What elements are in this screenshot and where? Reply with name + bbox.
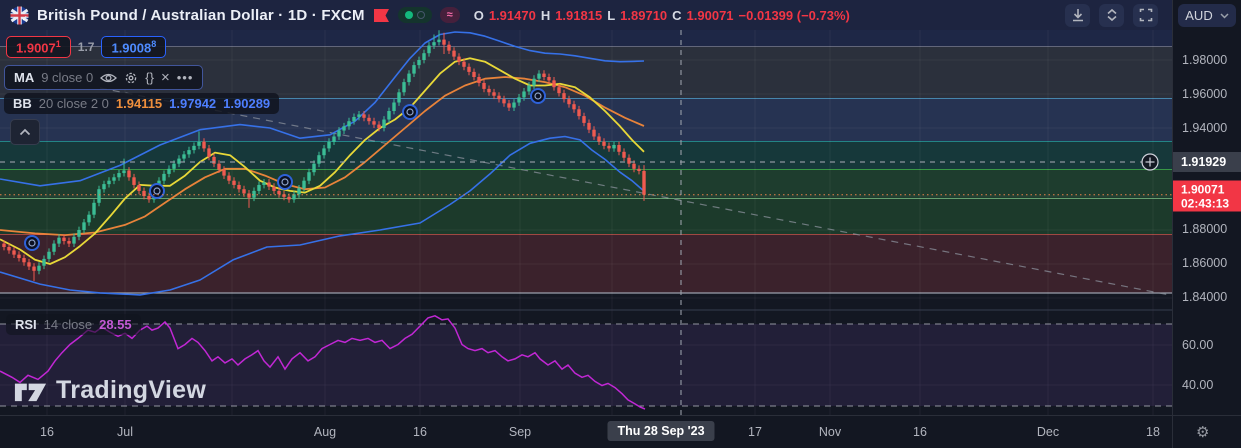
- market-open-dot-icon: [404, 11, 413, 19]
- source-code-icon[interactable]: {}: [145, 70, 154, 85]
- rsi-value: 28.55: [99, 317, 132, 332]
- close-label: C: [672, 7, 682, 23]
- high-value: 1.91815: [555, 7, 603, 23]
- overlay-bb_basis: [0, 76, 645, 236]
- gear-icon[interactable]: [124, 71, 138, 85]
- crosshair-price-label: 1.91929: [1173, 152, 1241, 172]
- crosshair-time-label: Thu 28 Sep '23: [607, 421, 715, 441]
- symbol-flag-icon[interactable]: [10, 6, 29, 25]
- chevron-down-icon: [1220, 12, 1229, 19]
- bb-params: 20 close 2 0: [38, 96, 109, 111]
- price-axis-label: 1.96000: [1182, 87, 1228, 101]
- collapse-button[interactable]: [1099, 3, 1124, 27]
- open-value: 1.91470: [488, 7, 536, 23]
- tradingview-logo-icon: [14, 378, 47, 404]
- price-axis-label: 1.98000: [1182, 53, 1228, 67]
- overlay-bb_upper: [0, 31, 645, 187]
- axis-settings-gear-icon[interactable]: ⚙: [1196, 424, 1210, 441]
- indicator-row-bb[interactable]: BB 20 close 2 0 1.94115 1.97942 1.90289: [4, 93, 280, 114]
- bb-name: BB: [13, 96, 32, 111]
- overlay-ma_fast: [0, 57, 645, 265]
- price-axis[interactable]: AUD 1.98000 1.96000 1.94000 1.88000 1.86000 1…: [1172, 0, 1241, 415]
- last-price-countdown-label: 1.90071 02:43:13: [1173, 180, 1241, 212]
- ma-name: MA: [14, 70, 35, 85]
- time-axis-label: 16: [40, 425, 54, 439]
- low-label: L: [607, 7, 616, 23]
- market-status-pill[interactable]: [397, 7, 432, 23]
- chart-marker-icon[interactable]: [402, 104, 418, 120]
- tradingview-watermark: TradingView: [14, 376, 206, 405]
- bb-lower-value: 1.90289: [223, 96, 271, 111]
- price-axis-label: 1.94000: [1182, 121, 1228, 135]
- watermark-text: TradingView: [56, 376, 207, 404]
- ask-price-pill[interactable]: 1.90088: [101, 36, 167, 59]
- more-options-icon[interactable]: •••: [176, 70, 194, 85]
- price-axis-label: 40.00: [1182, 378, 1214, 392]
- bid-price-pill[interactable]: 1.90071: [6, 36, 71, 59]
- price-axis-label: 1.88000: [1182, 222, 1228, 236]
- fullscreen-button[interactable]: [1133, 3, 1158, 27]
- time-axis-label: 17: [748, 425, 762, 439]
- time-axis-label: 18: [1146, 425, 1160, 439]
- high-label: H: [540, 7, 551, 23]
- time-axis-label: 16: [913, 425, 927, 439]
- time-axis-label: Dec: [1036, 425, 1060, 439]
- chart-marker-icon[interactable]: [24, 235, 40, 251]
- data-mode-dot-icon: [416, 11, 425, 19]
- symbol-title[interactable]: British Pound / Australian Dollar · 1D ·…: [37, 6, 365, 24]
- indicator-row-ma[interactable]: MA 9 close 0 {} × •••: [4, 65, 204, 90]
- time-axis-label: 16: [413, 425, 427, 439]
- chart-marker-icon[interactable]: [277, 174, 293, 190]
- flag-symbol-icon[interactable]: [373, 8, 390, 23]
- time-axis[interactable]: 16 Jul Aug 16 Sep 17 Nov 16 Dec 18 Thu 28 Sep '23…: [0, 415, 1241, 448]
- time-axis-label: Aug: [313, 425, 337, 439]
- price-axis-label: 1.84000: [1182, 290, 1228, 304]
- collapse-pane-button[interactable]: [10, 119, 40, 145]
- spread-value: 1.7: [77, 40, 95, 55]
- rsi-name: RSI: [15, 317, 37, 332]
- close-value: 1.90071: [686, 7, 734, 23]
- crosshair-plus-icon: [1141, 153, 1159, 171]
- plot-area: [0, 30, 1172, 415]
- download-button[interactable]: [1065, 3, 1090, 27]
- delayed-data-pill[interactable]: ≈: [439, 7, 460, 23]
- chart-marker-icon[interactable]: [149, 183, 165, 199]
- change-value: −0.01399 (−0.73%): [738, 7, 850, 23]
- axis-corner-divider: [1172, 415, 1173, 448]
- time-axis-label: Jul: [117, 425, 133, 439]
- ma-params: 9 close 0: [41, 70, 94, 85]
- header-buttons: [1065, 3, 1158, 27]
- bb-upper-value: 1.97942: [169, 96, 217, 111]
- low-value: 1.89710: [620, 7, 668, 23]
- price-axis-label: 60.00: [1182, 338, 1214, 352]
- price-axis-label: 1.86000: [1182, 256, 1228, 270]
- time-axis-label: Nov: [818, 425, 842, 439]
- chart-header: British Pound / Australian Dollar · 1D ·…: [0, 0, 1172, 30]
- chart-marker-icon[interactable]: [530, 88, 546, 104]
- ohlc-readout: O 1.91470 H 1.91815 L 1.89710 C 1.90071 −0.0…: [474, 8, 850, 23]
- time-axis-label: Sep: [508, 425, 532, 439]
- bb-basis-value: 1.94115: [115, 96, 163, 111]
- eye-icon[interactable]: [100, 72, 118, 84]
- indicator-row-rsi[interactable]: RSI 14 close 28.55: [6, 314, 141, 335]
- rsi-params: 14 close: [43, 317, 93, 332]
- open-label: O: [473, 7, 484, 23]
- overlay-bb_lower: [0, 135, 645, 296]
- remove-indicator-icon[interactable]: ×: [160, 69, 170, 86]
- quote-row: 1.90071 1.7 1.90088: [6, 36, 167, 59]
- currency-dropdown[interactable]: AUD: [1178, 4, 1236, 27]
